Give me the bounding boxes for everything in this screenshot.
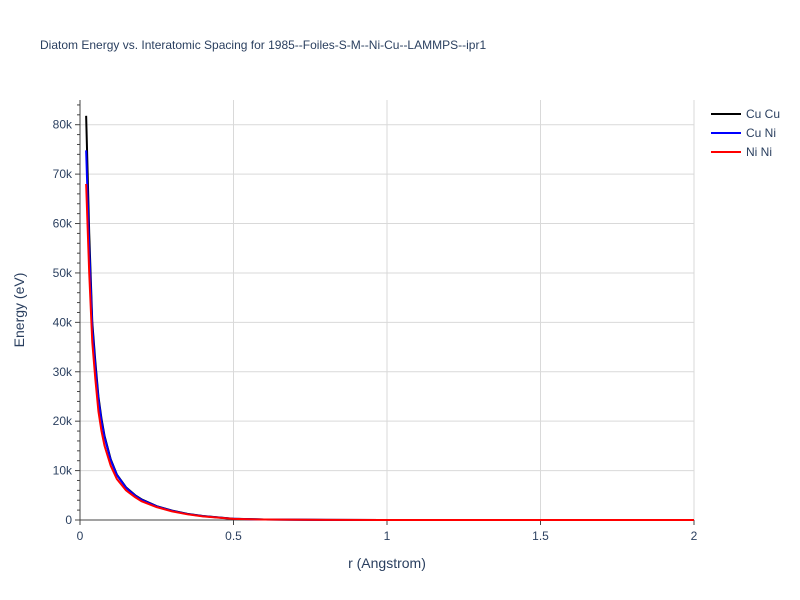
- y-tick-label: 70k: [53, 167, 73, 181]
- legend-label: Ni Ni: [746, 145, 772, 159]
- series-lines: [85, 115, 695, 521]
- legend-label: Cu Ni: [746, 126, 776, 140]
- axes: 0 0.5 1 1.5 2 0 10k 20k 30k 40k 50k 60k 70k 80k: [53, 100, 698, 543]
- x-tick-label: 1.5: [532, 529, 549, 543]
- x-tick-label: 1: [384, 529, 391, 543]
- x-tick-label: 2: [691, 529, 698, 543]
- grid: [80, 100, 695, 520]
- x-tick-label: 0: [77, 529, 84, 543]
- y-tick-label: 80k: [53, 118, 73, 132]
- y-tick-label: 60k: [53, 217, 73, 231]
- y-tick-label: 50k: [53, 266, 73, 280]
- series-line-cu-ni[interactable]: [85, 150, 695, 521]
- y-axis-title: Energy (eV): [11, 273, 27, 348]
- legend-item-cu-cu[interactable]: Cu Cu: [711, 107, 780, 121]
- legend-item-ni-ni[interactable]: Ni Ni: [711, 145, 772, 159]
- y-tick-label: 10k: [53, 464, 73, 478]
- y-tick-label: 40k: [53, 315, 73, 329]
- y-tick-label: 20k: [53, 414, 73, 428]
- series-line-cu-cu[interactable]: [85, 115, 695, 521]
- series-line-ni-ni[interactable]: [85, 183, 695, 521]
- legend[interactable]: Cu Cu Cu Ni Ni Ni: [711, 107, 780, 159]
- chart-title: Diatom Energy vs. Interatomic Spacing fo…: [40, 38, 487, 52]
- legend-label: Cu Cu: [746, 107, 780, 121]
- legend-item-cu-ni[interactable]: Cu Ni: [711, 126, 776, 140]
- x-axis-title: r (Angstrom): [348, 555, 426, 571]
- y-tick-label: 0: [65, 513, 72, 527]
- x-tick-label: 0.5: [225, 529, 242, 543]
- y-tick-label: 30k: [53, 365, 73, 379]
